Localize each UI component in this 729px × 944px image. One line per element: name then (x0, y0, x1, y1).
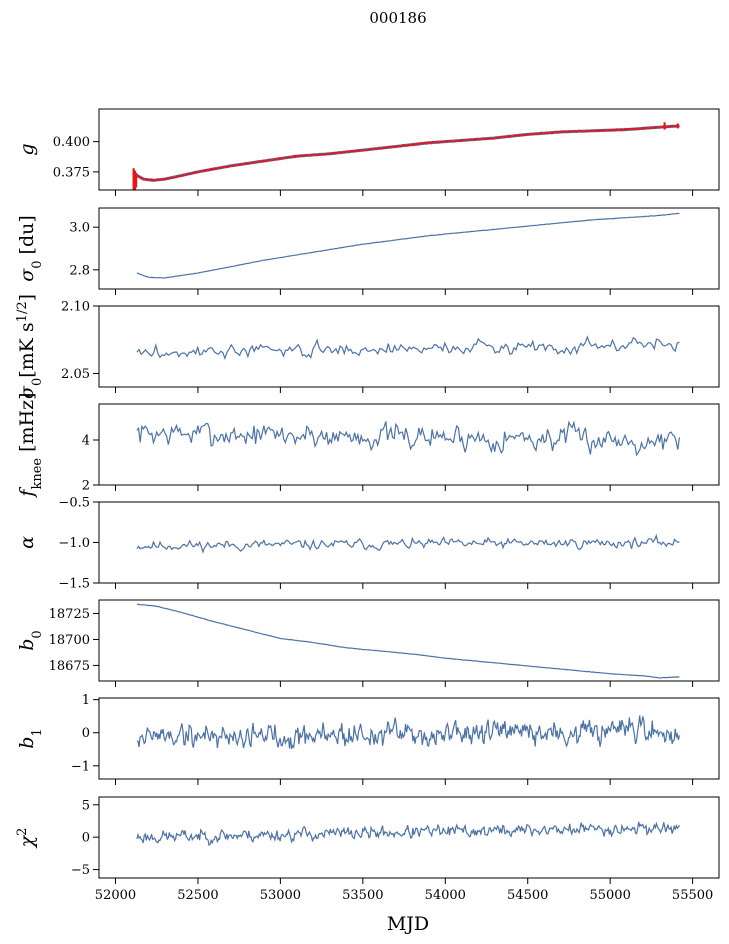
y-tick-label: −1 (71, 759, 90, 774)
axes-frame (98, 403, 720, 486)
series-fknee-line (136, 420, 680, 457)
y-tick-label: 5 (82, 798, 90, 813)
y-tick-label: −1.5 (58, 577, 90, 592)
figure-suptitle: 000186 (369, 9, 426, 27)
axes-frame (98, 305, 720, 388)
series-chi2-line (136, 821, 680, 847)
series-raw-line (133, 124, 680, 182)
axes-frame (98, 599, 720, 682)
x-tick-label: 53000 (260, 888, 301, 903)
series-alpha-line (136, 533, 680, 554)
series-sigma0_mK-line (136, 335, 680, 360)
y-axis-label: χ2 (15, 828, 39, 850)
y-tick-label: 18700 (49, 633, 90, 648)
x-tick-label: 55000 (589, 888, 630, 903)
series-sigma0_du-line (136, 212, 680, 279)
panel-sigma0_du: 2.8 3.0 σ0 [du] (16, 207, 720, 295)
y-tick-label: −5 (71, 863, 90, 878)
y-axis-label: α (16, 536, 38, 549)
y-tick-label: 4 (82, 434, 90, 449)
x-tick-label: 52500 (177, 888, 218, 903)
panels: 0.375 0.400 g 2.8 3.0 σ0 [du] 2.05 2.10 σ0[mK s1… (15, 108, 720, 903)
axes-frame (98, 108, 720, 191)
y-tick-label: 0.375 (53, 165, 90, 180)
x-axis-label: MJD (387, 913, 429, 935)
series-b1-line (136, 715, 680, 750)
panel-fknee: 2 4 fknee [mHz] (16, 392, 720, 499)
y-tick-label: 0.400 (53, 135, 90, 150)
y-tick-label: 0 (82, 831, 90, 846)
y-axis-label: g (16, 143, 38, 155)
y-axis-label: b0 (16, 630, 45, 650)
y-tick-label: 2 (82, 479, 90, 494)
y-tick-label: 1 (82, 693, 90, 708)
panel-g: 0.375 0.400 g (16, 108, 720, 196)
axes-frame (98, 207, 720, 290)
y-axis-label: σ0[mK s1/2] (15, 294, 45, 399)
x-tick-label: 52000 (95, 888, 136, 903)
panel-b1: −1 0 1 b1 (16, 693, 720, 785)
x-tick-label: 54000 (425, 888, 466, 903)
y-tick-label: 18675 (49, 659, 90, 674)
panel-alpha: −1.5 −1.0 −0.5 α (16, 496, 720, 592)
axes-frame (98, 697, 720, 780)
y-tick-label: −0.5 (58, 496, 90, 511)
y-tick-label: 3.0 (69, 221, 90, 236)
y-tick-label: 0 (82, 726, 90, 741)
series-b0-line (136, 603, 680, 679)
y-tick-label: −1.0 (58, 536, 90, 551)
x-tick-label: 54500 (507, 888, 548, 903)
panel-chi2: −5 0 5 52000 52500 53000 53500 54000 54500 55000 5… (15, 796, 720, 903)
y-tick-label: 2.8 (69, 263, 90, 278)
y-tick-label: 2.05 (61, 367, 90, 382)
panel-sigma0_mK: 2.05 2.10 σ0[mK s1/2] (15, 294, 720, 399)
series-fit-line (132, 124, 680, 182)
y-axis-label: b1 (16, 728, 45, 748)
y-axis-label: fknee [mHz] (16, 392, 45, 498)
y-tick-label: 18725 (49, 607, 90, 622)
y-tick-label: 2.10 (61, 300, 90, 315)
y-axis-label: σ0 [du] (16, 215, 45, 282)
x-tick-label: 55500 (672, 888, 713, 903)
x-tick-label: 53500 (342, 888, 383, 903)
panel-b0: 18675 18700 18725 b0 (16, 599, 720, 687)
